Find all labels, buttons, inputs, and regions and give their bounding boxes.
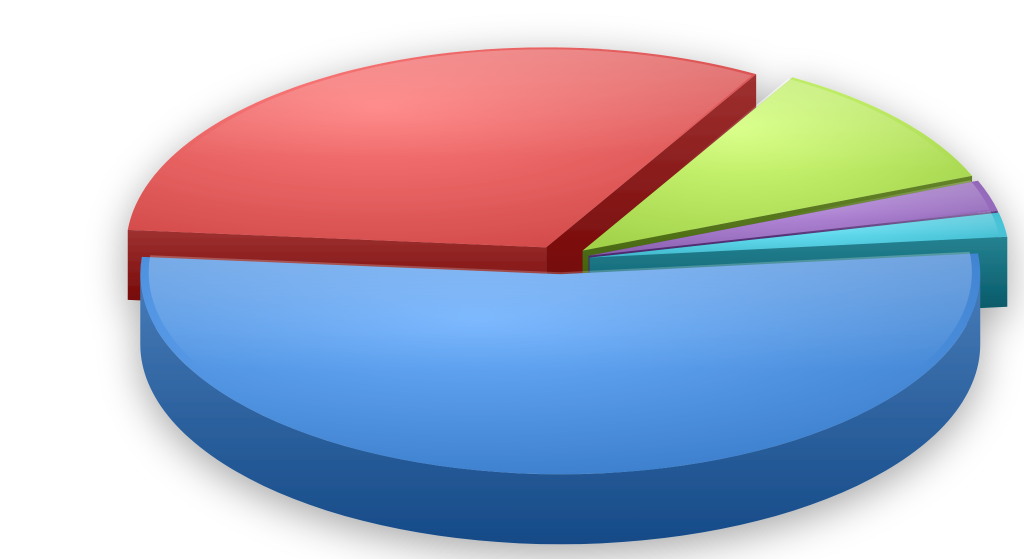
- pie-chart-3d: [0, 0, 1024, 559]
